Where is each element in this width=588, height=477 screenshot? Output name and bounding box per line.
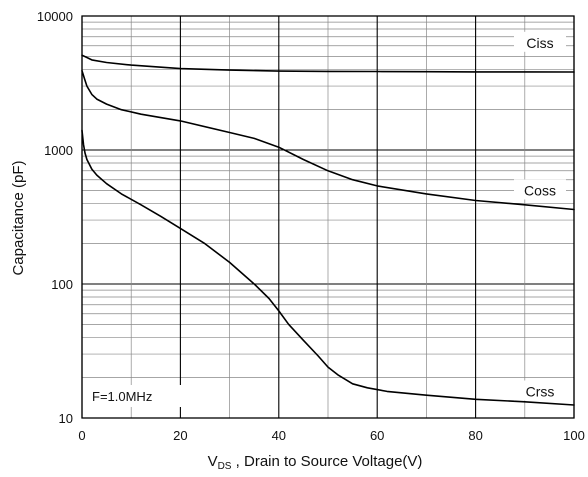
grid <box>81 16 575 419</box>
series-label-box <box>514 31 566 52</box>
x-tick-label: 60 <box>370 428 384 443</box>
series-line-crss <box>81 129 575 406</box>
frequency-annotation: F=1.0MHz <box>92 389 152 404</box>
x-tick-label: 20 <box>173 428 187 443</box>
y-tick-label: 1000 <box>44 143 73 158</box>
series-line-ciss <box>81 54 575 73</box>
y-axis-label: Capacitance (pF) <box>10 160 27 275</box>
series-label-box <box>514 380 566 401</box>
y-tick-label: 100 <box>51 277 73 292</box>
series-label-ciss: Ciss <box>526 35 553 51</box>
frequency-annotation-box <box>88 385 184 407</box>
tick-labels: 0 20 40 60 80 100 10 100 1000 10000 <box>37 9 585 443</box>
plot-frame <box>81 15 575 419</box>
series-group <box>81 54 575 406</box>
y-tick-label: 10 <box>59 411 73 426</box>
x-tick-label: 0 <box>78 428 85 443</box>
x-axis-label: VDS , Drain to Source Voltage(V) <box>208 453 423 472</box>
x-axis-label-main: V <box>208 453 218 470</box>
series-label-coss: Coss <box>524 183 556 199</box>
series-label-crss: Crss <box>526 383 555 399</box>
y-tick-label: 10000 <box>37 9 73 24</box>
x-tick-label: 100 <box>563 428 585 443</box>
x-tick-label: 80 <box>468 428 482 443</box>
series-line-coss <box>81 70 575 211</box>
series-label-box <box>514 179 566 200</box>
x-axis-label-rest: , Drain to Source Voltage(V) <box>231 453 422 470</box>
x-tick-label: 40 <box>272 428 286 443</box>
series-labels: Ciss Coss Crss <box>514 31 566 401</box>
x-axis-label-sub: DS <box>218 461 232 472</box>
